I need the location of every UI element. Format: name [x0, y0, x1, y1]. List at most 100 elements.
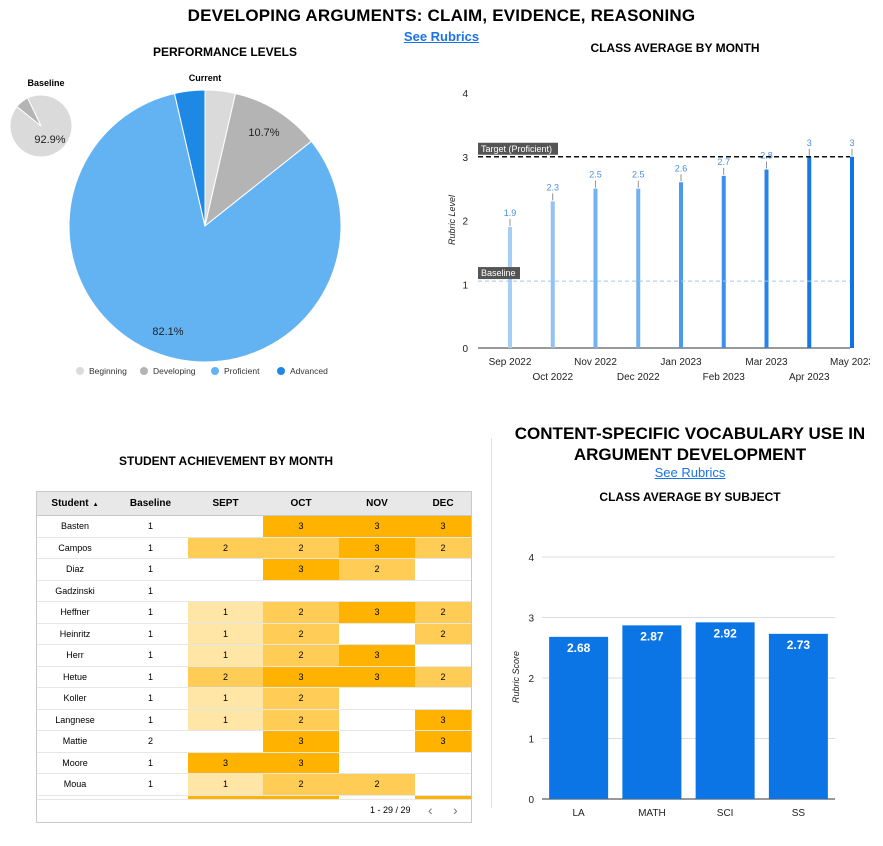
student-name-cell: Koller	[37, 687, 113, 710]
baseline-label-bg	[478, 267, 520, 280]
score-cell	[339, 623, 415, 645]
month-x-label-6: Mar 2023	[745, 357, 788, 368]
month-bar-value-3: 2.5	[632, 170, 645, 180]
vocab-title-line1: CONTENT-SPECIFIC VOCABULARY USE IN	[514, 424, 866, 443]
legend-label-proficient: Proficient	[224, 366, 260, 376]
legend-dot-proficient	[211, 367, 219, 375]
student-name-cell: Basten	[37, 515, 113, 538]
subject-x-label-ss: SS	[792, 808, 806, 819]
table-row: Herr 1 1 2 3	[37, 644, 471, 667]
subject-bar-value-math: 2.87	[640, 629, 664, 643]
month-bar-8	[850, 156, 854, 348]
score-cell	[188, 730, 263, 753]
month-x-label-4: Jan 2023	[660, 357, 702, 368]
month-bar-1	[550, 201, 555, 348]
performance-pie-chart: Baseline Current 92.9% 10.7% 82.1% Begin…	[9, 73, 342, 376]
achievement-table: Student ▲ Baseline SEPT OCT NOV DEC Basten 1 3 3 3…	[36, 491, 472, 823]
legend-label-developing: Developing	[153, 366, 196, 376]
vocab-see-rubrics-link[interactable]: See Rubrics	[654, 465, 726, 480]
month-x-label-2: Nov 2022	[574, 357, 617, 368]
score-cell: 2	[339, 558, 415, 581]
month-bar-0	[508, 226, 512, 348]
score-cell: 3	[263, 730, 339, 753]
student-name-cell: Moua	[37, 773, 113, 796]
student-name-cell: Heffner	[37, 601, 113, 624]
score-cell: 3	[188, 752, 263, 774]
score-cell: 1	[113, 580, 188, 602]
score-cell	[415, 752, 471, 774]
score-cell: 1	[113, 644, 188, 667]
score-cell: 2	[415, 601, 471, 624]
score-cell	[188, 580, 263, 602]
column-header-oct[interactable]: OCT	[263, 492, 339, 516]
student-name-cell: Hetue	[37, 666, 113, 688]
column-header-student[interactable]: Student ▲	[37, 492, 113, 516]
subject-y-axis-label: Rubric Score	[511, 651, 521, 703]
score-cell: 1	[188, 709, 263, 731]
target-label-bg	[478, 142, 558, 155]
student-name-cell: Gadzinski	[37, 580, 113, 602]
column-header-baseline[interactable]: Baseline	[113, 492, 188, 516]
score-cell: 3	[339, 537, 415, 559]
table-row: Diaz 1 3 2	[37, 558, 471, 581]
score-cell: 1	[188, 644, 263, 667]
target-line-label: Target (Proficient)	[481, 144, 552, 154]
baseline-slice-developing	[16, 97, 42, 127]
column-header-dec[interactable]: DEC	[415, 492, 471, 516]
score-cell: 2	[415, 623, 471, 645]
column-header-sept[interactable]: SEPT	[188, 492, 263, 516]
score-cell: 1	[188, 687, 263, 710]
student-name-cell: Diaz	[37, 558, 113, 581]
legend-dot-advanced	[277, 367, 285, 375]
subject-bar-ss	[768, 633, 828, 799]
score-cell	[188, 515, 263, 538]
month-bar-value-5: 2.7	[717, 157, 730, 167]
table-row: Heffner 1 1 2 3 2	[37, 601, 471, 624]
pie-legend: Beginning Developing Proficient Advanced	[76, 366, 328, 376]
table-pagination: 1 - 29 / 29 ‹ ›	[37, 799, 471, 822]
legend-label-beginning: Beginning	[89, 366, 127, 376]
month-bar-2	[593, 188, 598, 348]
score-cell: 2	[263, 623, 339, 645]
score-cell: 2	[415, 666, 471, 688]
table-row: Moore 1 3 3	[37, 752, 471, 774]
month-bar-value-2: 2.5	[589, 170, 602, 180]
subject-bar-value-sci: 2.92	[713, 626, 737, 640]
current-slice-advanced	[173, 89, 206, 227]
prev-page-button[interactable]: ‹	[428, 802, 433, 818]
score-cell: 3	[263, 515, 339, 538]
table-row: Moua 1 1 2 2	[37, 773, 471, 796]
month-x-label-1: Oct 2022	[532, 372, 573, 383]
score-cell	[415, 644, 471, 667]
subject-ytick-label: 4	[528, 553, 534, 564]
subject-bar-sci	[695, 622, 755, 799]
class-average-month-title: CLASS AVERAGE BY MONTH	[590, 41, 760, 55]
month-bar-value-4: 2.6	[675, 163, 688, 173]
month-ytick-label: 1	[462, 280, 468, 291]
score-cell: 1	[113, 515, 188, 538]
table-row: Koller 1 1 2	[37, 687, 471, 710]
subject-ytick-label: 3	[528, 614, 534, 625]
score-cell: 1	[188, 773, 263, 796]
month-ytick-label: 3	[462, 153, 468, 164]
month-ytick-label: 4	[462, 89, 468, 100]
column-header-nov[interactable]: NOV	[339, 492, 415, 516]
current-pie-label: Current	[189, 73, 222, 83]
table-row: Mattie 2 3 3	[37, 730, 471, 753]
month-bar-value-7: 3	[807, 138, 812, 148]
see-rubrics-link[interactable]: See Rubrics	[403, 29, 480, 44]
student-name-cell: Herr	[37, 644, 113, 667]
legend-dot-beginning	[76, 367, 84, 375]
subject-bar-math	[622, 625, 682, 799]
score-cell	[415, 580, 471, 602]
score-cell: 3	[339, 601, 415, 624]
month-bar-7	[807, 156, 812, 348]
subject-x-label-math: MATH	[638, 808, 666, 819]
score-cell: 3	[339, 666, 415, 688]
sort-asc-icon: ▲	[92, 502, 99, 508]
score-cell	[415, 687, 471, 710]
student-name-cell: Heinritz	[37, 623, 113, 645]
next-page-button[interactable]: ›	[453, 802, 458, 818]
table-row: Basten 1 3 3 3	[37, 515, 471, 538]
baseline-pie-label: Baseline	[27, 78, 64, 88]
